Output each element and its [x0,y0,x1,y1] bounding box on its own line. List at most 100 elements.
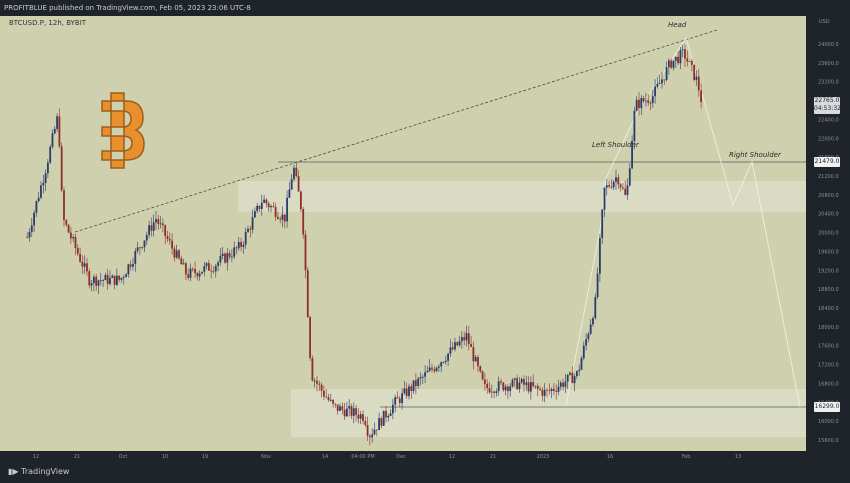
candle [458,335,461,347]
y-tick-label-10: 20000.0 [818,231,839,237]
candle [433,366,436,374]
time-axis[interactable] [0,451,806,461]
candle [83,255,86,274]
candle [414,373,417,395]
candle [391,398,394,420]
candle [260,194,263,216]
candle [500,378,502,386]
candle [325,389,328,399]
candle [449,339,452,358]
candle [467,325,470,351]
candle [651,89,654,108]
candle [196,271,199,281]
candle [69,226,72,244]
candle [672,60,675,71]
candle [695,70,698,86]
candle [293,164,295,182]
candle [592,316,594,327]
candle [274,202,277,221]
candle [297,170,300,192]
candle [228,250,231,260]
candle [132,257,134,271]
candle [486,379,489,394]
y-tick-label-14: 18400.0 [818,306,839,312]
plot-area[interactable] [0,16,806,461]
candle [244,227,247,250]
candle [150,217,153,237]
y-tick-label-0: 24000.0 [818,42,839,48]
candle [472,341,475,370]
candle [58,108,61,149]
current-price-tag: 22765.0 04:53:32 [814,97,841,114]
candle [118,275,121,283]
candle [575,370,578,379]
candle [437,364,440,372]
candle [30,217,33,237]
candle [566,374,569,389]
candle [417,376,420,389]
candle [79,247,81,263]
candle [608,180,610,189]
candle [60,142,63,193]
candle [460,331,463,349]
candle [88,268,91,289]
candle [191,267,194,272]
candle [617,173,620,189]
candle [578,364,581,376]
candle [159,215,162,229]
candle [481,370,484,381]
candle [56,113,58,132]
candle [283,214,286,229]
candle [311,355,314,382]
candle [187,268,190,281]
candle [674,56,677,69]
y-tick-label-4: 22400.0 [818,117,839,123]
candle [644,93,647,107]
candle [122,274,125,285]
candle [364,416,367,427]
candle [173,245,176,262]
x-tick-label-3: 10 [162,454,168,460]
price-axis[interactable] [806,16,850,461]
candle [355,404,357,422]
candle [334,403,337,408]
candle [155,210,157,230]
candle [700,83,702,109]
candle [534,385,537,389]
candle [359,411,362,424]
y-tick-label-1: 23600.0 [818,61,839,67]
candle [104,272,107,281]
x-tick-label-13: Feb [682,454,691,460]
candle [138,246,141,256]
candle [339,403,341,412]
tradingview-logo[interactable]: ▮▶ TradingView [8,467,70,476]
candle [129,260,132,271]
candle [686,50,689,67]
candle [410,383,413,399]
candle [403,380,406,396]
candle [493,389,495,399]
candle [141,246,144,250]
trendline [74,29,718,233]
candle [102,279,104,287]
candle [525,375,528,391]
candle [164,224,167,245]
candle [605,178,608,196]
y-tick-label-17: 17200.0 [818,363,839,369]
candle [497,376,500,396]
candle [550,387,553,399]
candle [624,180,627,196]
x-tick-label-2: Oct [119,454,128,460]
x-tick-label-14: 13 [735,454,741,460]
candle [564,373,567,393]
candle [697,69,700,97]
candle [541,387,544,402]
candle [309,315,311,361]
candle [670,58,673,70]
candle [237,236,240,252]
candle [109,270,111,286]
x-tick-label-11: 2023 [537,454,550,460]
candle [470,335,472,348]
